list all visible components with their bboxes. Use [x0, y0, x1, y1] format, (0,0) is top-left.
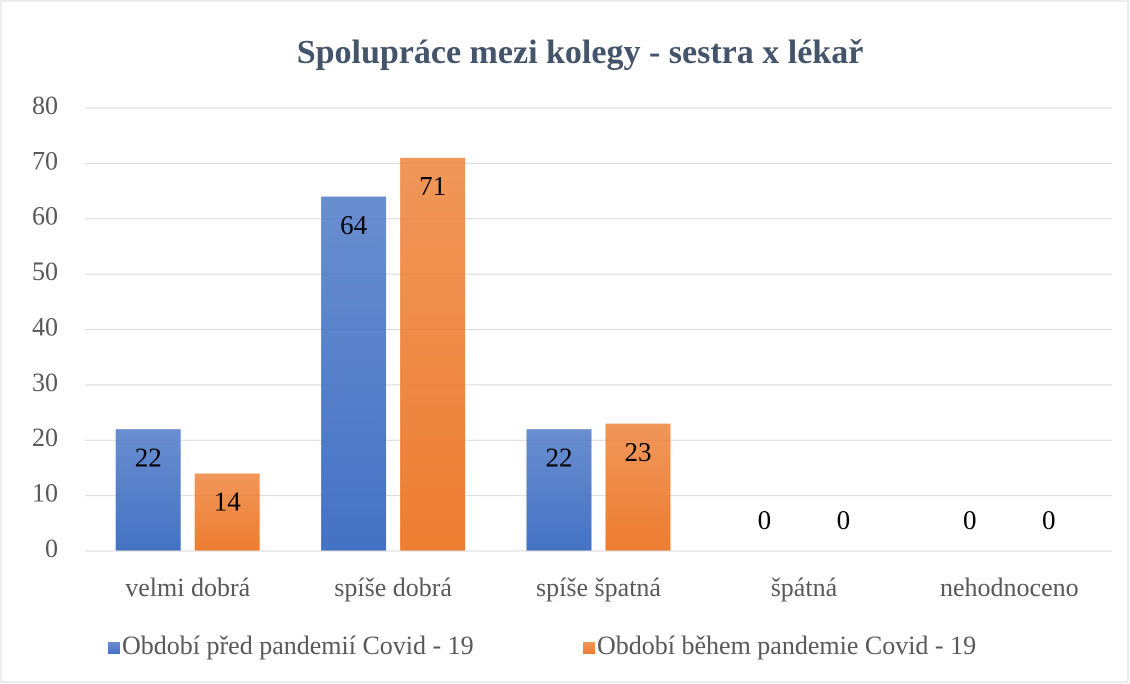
y-tick-label: 50	[32, 257, 58, 286]
data-label: 14	[214, 487, 242, 517]
y-tick-label: 10	[32, 479, 58, 508]
x-tick-label: spíše špatná	[536, 573, 661, 602]
legend-label: Období před pandemií Covid - 19	[122, 631, 474, 660]
data-label: 23	[625, 437, 652, 467]
bar	[400, 157, 466, 551]
data-label: 71	[419, 171, 446, 201]
bar	[605, 423, 671, 551]
x-tick-label: velmi dobrá	[125, 573, 250, 602]
data-label: 0	[837, 505, 851, 535]
x-tick-label: spíše dobrá	[334, 573, 452, 602]
legend-swatch	[583, 642, 595, 654]
legend-swatch	[108, 642, 120, 654]
data-label: 22	[546, 442, 573, 472]
legend-label: Období během pandemie Covid - 19	[597, 631, 976, 660]
data-label: 64	[340, 210, 368, 240]
bar	[115, 429, 181, 551]
chart-title: Spolupráce mezi kolegy - sestra x lékař	[297, 34, 864, 71]
y-tick-label: 70	[32, 146, 58, 175]
bar	[194, 473, 260, 551]
y-tick-label: 20	[32, 423, 58, 452]
y-tick-label: 80	[32, 91, 58, 120]
bar	[321, 196, 387, 551]
x-tick-label: nehodnoceno	[940, 573, 1079, 602]
y-tick-label: 40	[32, 312, 58, 341]
data-label: 0	[963, 505, 977, 535]
y-tick-label: 30	[32, 368, 58, 397]
data-label: 0	[758, 505, 772, 535]
x-tick-label: špátná	[771, 573, 838, 602]
data-label: 22	[135, 442, 162, 472]
y-tick-label: 60	[32, 202, 58, 231]
data-label: 0	[1042, 505, 1056, 535]
bar	[526, 429, 592, 551]
y-tick-label: 0	[45, 534, 58, 563]
